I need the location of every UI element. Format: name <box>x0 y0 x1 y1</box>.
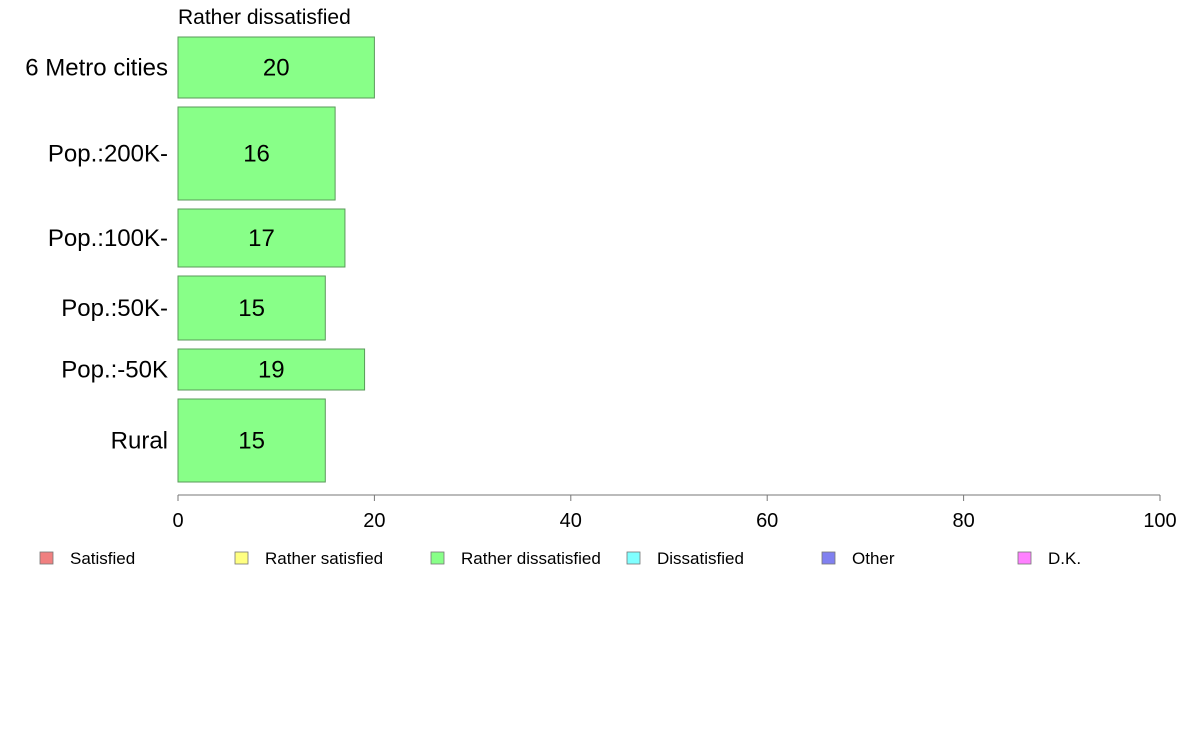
bar-0 <box>177 36 375 99</box>
bar-3 <box>177 275 326 341</box>
legend-label: D.K. <box>1048 549 1081 568</box>
category-label: Rural <box>111 428 168 455</box>
x-axis: 0 20 40 60 80 100 <box>172 494 1177 532</box>
chart-title: Rather dissatisfied <box>178 6 351 29</box>
category-label: 6 Metro cities <box>25 55 168 82</box>
bars-group <box>177 36 375 483</box>
bar-1 <box>177 106 336 201</box>
x-tick-label: 0 <box>172 510 183 532</box>
legend-swatch <box>821 551 836 565</box>
legend-swatch <box>234 551 249 565</box>
x-tick-label: 20 <box>363 510 385 532</box>
legend-label: Dissatisfied <box>657 549 744 568</box>
legend-label: Satisfied <box>70 549 135 568</box>
bar-5 <box>177 398 326 483</box>
bar-value-label: 20 <box>263 55 290 82</box>
category-label: Pop.:50K- <box>61 295 168 322</box>
bar-2 <box>177 208 346 268</box>
legend-swatch <box>39 551 54 565</box>
bar-value-label: 19 <box>258 357 285 384</box>
legend: Satisfied Rather satisfied Rather dissatis… <box>39 549 1081 568</box>
legend-label: Rather dissatisfied <box>461 549 601 568</box>
legend-swatch <box>430 551 445 565</box>
legend-swatch <box>626 551 641 565</box>
bar-value-label: 15 <box>238 295 265 322</box>
legend-label: Other <box>852 549 895 568</box>
bar-value-labels: 20 16 17 15 19 15 <box>238 55 289 455</box>
legend-label: Rather satisfied <box>265 549 383 568</box>
category-labels: 6 Metro cities Pop.:200K- Pop.:100K- Pop.:5… <box>25 55 168 455</box>
bar-value-label: 15 <box>238 428 265 455</box>
x-tick-label: 40 <box>560 510 582 532</box>
bar-value-label: 16 <box>243 141 270 168</box>
bar-4 <box>177 348 366 391</box>
category-label: Pop.:-50K <box>61 357 168 384</box>
bar-value-label: 17 <box>248 225 275 252</box>
x-tick-label: 60 <box>756 510 778 532</box>
legend-swatch <box>1017 551 1032 565</box>
x-tick-label: 80 <box>952 510 974 532</box>
category-label: Pop.:100K- <box>48 225 168 252</box>
category-label: Pop.:200K- <box>48 141 168 168</box>
x-tick-label: 100 <box>1143 510 1176 532</box>
